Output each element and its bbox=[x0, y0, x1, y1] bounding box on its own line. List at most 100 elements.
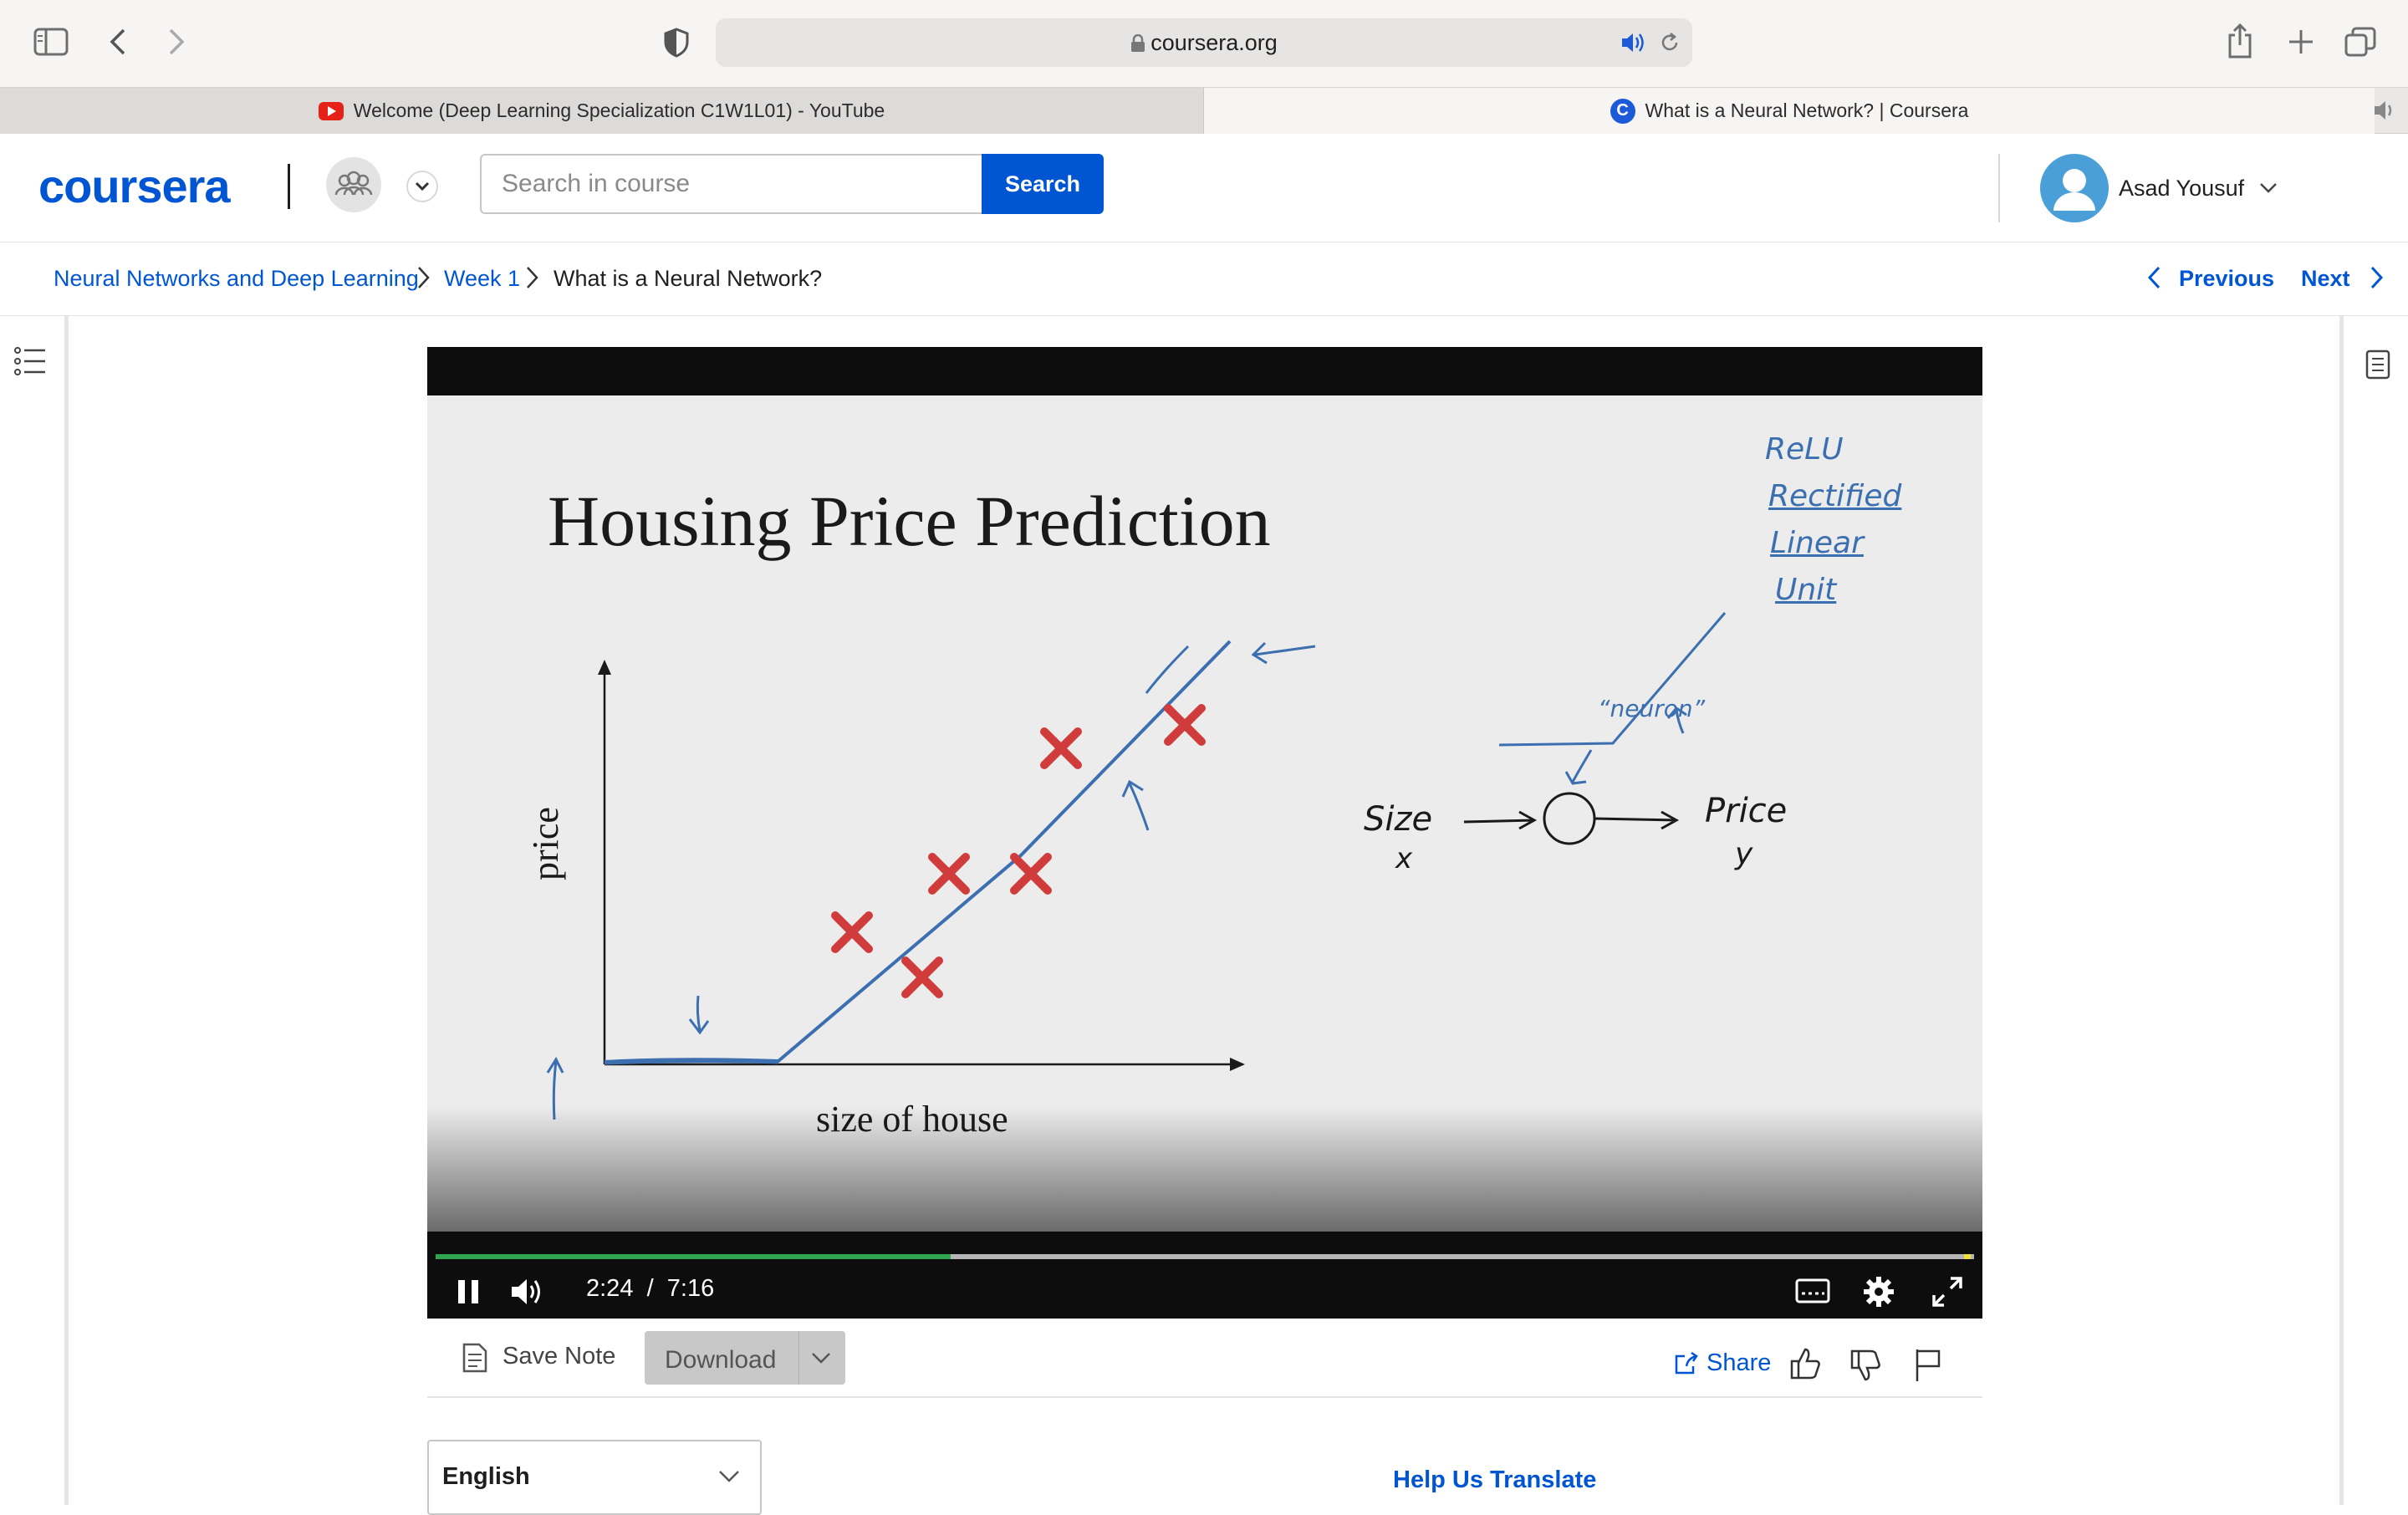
duration: 7:16 bbox=[666, 1275, 715, 1302]
sidebar-toggle-icon[interactable] bbox=[33, 28, 69, 56]
fullscreen-icon[interactable] bbox=[1931, 1275, 1964, 1308]
download-divider bbox=[798, 1331, 799, 1385]
data-points bbox=[831, 704, 1206, 998]
avatar[interactable] bbox=[2040, 154, 2109, 222]
share-sheet-icon[interactable] bbox=[2227, 23, 2252, 59]
search-button[interactable]: Search bbox=[982, 154, 1104, 214]
annotation-unit: Unit bbox=[1775, 573, 1837, 607]
current-time: 2:24 bbox=[586, 1275, 634, 1302]
user-icon bbox=[2053, 169, 2095, 211]
site-header: coursera Search Asad Yousuf bbox=[0, 134, 2408, 242]
tab-overview-icon[interactable] bbox=[2344, 27, 2376, 57]
user-name: Asad Yousuf bbox=[2119, 176, 2245, 201]
progress-end-marker bbox=[1964, 1254, 1971, 1259]
chevron-down-icon bbox=[415, 181, 430, 191]
data-point bbox=[928, 853, 970, 895]
controls-gradient bbox=[427, 1106, 1982, 1232]
buffer-bar bbox=[436, 1254, 1974, 1259]
coursera-favicon-icon: C bbox=[1610, 98, 1635, 124]
data-point bbox=[1164, 704, 1206, 746]
previous-link[interactable]: Previous bbox=[2179, 266, 2275, 291]
header-divider bbox=[1998, 154, 2000, 222]
breadcrumb-course[interactable]: Neural Networks and Deep Learning bbox=[54, 266, 419, 291]
chevron-left-icon[interactable] bbox=[2145, 263, 2164, 293]
logo-divider bbox=[288, 164, 290, 209]
share-button[interactable]: Share bbox=[1707, 1349, 1772, 1376]
video-progress-bar[interactable] bbox=[436, 1254, 1974, 1259]
right-rail bbox=[2339, 316, 2408, 1505]
chevron-right-icon bbox=[527, 267, 538, 288]
thumbs-up-icon[interactable] bbox=[1788, 1344, 1822, 1381]
annotation-price: Price bbox=[1705, 792, 1788, 830]
lock-icon bbox=[1131, 33, 1145, 52]
language-select[interactable]: English bbox=[427, 1440, 762, 1515]
tab-audio-icon[interactable] bbox=[2373, 99, 2398, 121]
time-display: 2:24 / 7:16 bbox=[586, 1275, 714, 1303]
pause-icon[interactable] bbox=[456, 1278, 481, 1305]
thumbs-down-icon[interactable] bbox=[1849, 1348, 1882, 1385]
slide-title: Housing Price Prediction bbox=[548, 481, 1271, 561]
transcript-icon[interactable] bbox=[2365, 349, 2390, 380]
chevron-down-icon bbox=[2259, 183, 2277, 193]
data-point bbox=[1010, 853, 1052, 895]
tab-label: What is a Neural Network? | Coursera bbox=[1645, 99, 1969, 121]
browser-toolbar: coursera.org bbox=[0, 0, 2408, 87]
captions-icon[interactable] bbox=[1795, 1278, 1830, 1305]
fit-line bbox=[604, 640, 1232, 1064]
course-outline-icon[interactable] bbox=[13, 346, 47, 376]
search-input[interactable] bbox=[480, 154, 982, 214]
chevron-right-icon[interactable] bbox=[2368, 263, 2386, 293]
chevron-down-icon bbox=[812, 1353, 830, 1364]
annotation-neuron: “neuron” bbox=[1598, 695, 1706, 722]
download-label: Download bbox=[665, 1346, 777, 1374]
volume-icon[interactable] bbox=[509, 1277, 546, 1307]
breadcrumb-week[interactable]: Week 1 bbox=[444, 266, 521, 291]
video-frame: Housing Price Prediction price size of h… bbox=[427, 395, 1982, 1232]
coursera-logo[interactable]: coursera bbox=[38, 160, 231, 212]
neuron-circle bbox=[1543, 792, 1596, 845]
settings-gear-icon[interactable] bbox=[1862, 1275, 1895, 1308]
learner-group-icon[interactable] bbox=[326, 157, 381, 212]
back-arrow-icon[interactable] bbox=[107, 27, 129, 57]
address-bar[interactable]: coursera.org bbox=[716, 18, 1692, 67]
help-translate-link[interactable]: Help Us Translate bbox=[1393, 1467, 1597, 1493]
chevron-right-icon bbox=[418, 267, 430, 288]
tab-youtube[interactable]: Welcome (Deep Learning Specialization C1… bbox=[0, 88, 1204, 134]
data-point bbox=[1040, 727, 1082, 769]
new-tab-icon[interactable] bbox=[2288, 28, 2314, 55]
data-point bbox=[831, 911, 873, 953]
tab-label: Welcome (Deep Learning Specialization C1… bbox=[353, 99, 885, 121]
download-dropdown[interactable]: Download bbox=[645, 1331, 845, 1385]
user-menu[interactable]: Asad Yousuf bbox=[2119, 176, 2279, 201]
annotation-x: x bbox=[1395, 842, 1413, 875]
tab-bar: Welcome (Deep Learning Specialization C1… bbox=[0, 87, 2408, 134]
audio-playing-icon[interactable] bbox=[1620, 32, 1647, 54]
progress-fill bbox=[436, 1254, 951, 1259]
annotation-relu: ReLU bbox=[1765, 432, 1844, 467]
video-controls: 2:24 / 7:16 bbox=[427, 1265, 1982, 1319]
breadcrumb-current: What is a Neural Network? bbox=[554, 266, 823, 291]
relu-sketch bbox=[1498, 612, 1727, 747]
tab-coursera[interactable]: C What is a Neural Network? | Coursera bbox=[1204, 88, 2375, 134]
note-icon bbox=[462, 1343, 487, 1373]
save-note-button[interactable]: Save Note bbox=[503, 1343, 616, 1370]
annotation-rectified: Rectified bbox=[1768, 479, 1902, 513]
time-separator: / bbox=[646, 1275, 654, 1302]
left-rail bbox=[0, 316, 69, 1505]
annotation-size: Size bbox=[1364, 800, 1433, 839]
next-link[interactable]: Next bbox=[2301, 266, 2350, 291]
forward-arrow-icon[interactable] bbox=[166, 27, 187, 57]
annotation-y: y bbox=[1735, 837, 1753, 871]
url-text: coursera.org bbox=[716, 30, 1692, 56]
data-point bbox=[901, 956, 943, 998]
privacy-shield-icon[interactable] bbox=[664, 28, 689, 58]
chart-axes bbox=[598, 660, 1245, 1071]
group-dropdown-button[interactable] bbox=[406, 171, 438, 202]
video-player[interactable]: Housing Price Prediction price size of h… bbox=[427, 347, 1982, 1319]
share-icon[interactable] bbox=[1673, 1351, 1700, 1376]
chevron-down-icon bbox=[719, 1471, 739, 1482]
reload-icon[interactable] bbox=[1659, 32, 1681, 54]
breadcrumb: Neural Networks and Deep Learning Week 1… bbox=[0, 242, 2408, 316]
language-value: English bbox=[442, 1463, 530, 1490]
flag-icon[interactable] bbox=[1914, 1348, 1942, 1383]
